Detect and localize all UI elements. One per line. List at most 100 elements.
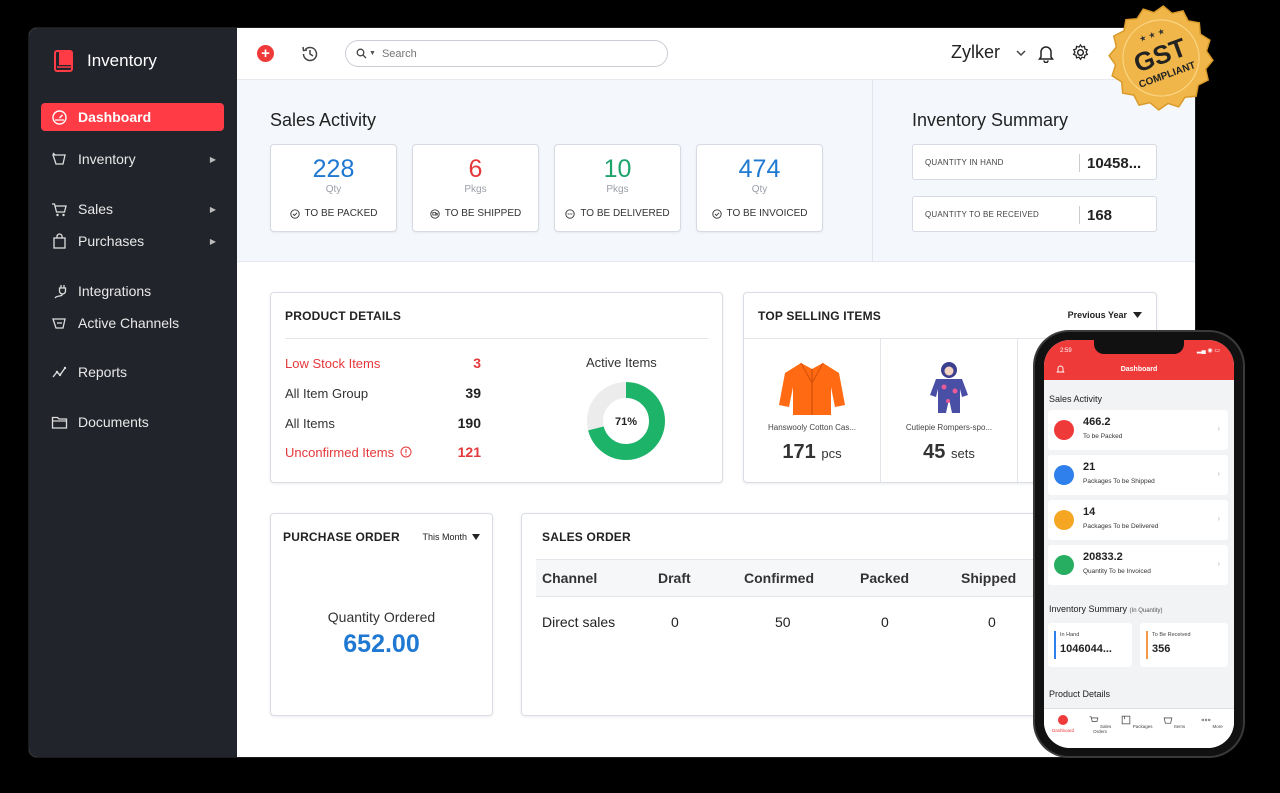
top-selling-title: TOP SELLING ITEMS <box>758 309 881 323</box>
cell-packed: 0 <box>881 614 889 630</box>
summary-separator <box>1079 206 1080 224</box>
activity-value: 228 <box>312 155 355 183</box>
mobile-card-label: To be Packed <box>1083 433 1123 440</box>
mobile-nav-more[interactable]: More <box>1194 715 1230 729</box>
organization-name[interactable]: Zylker <box>951 42 1000 62</box>
activity-unit: Qty <box>325 184 342 195</box>
mobile-activity-card[interactable]: 21 Packages To be Shipped › <box>1048 455 1228 495</box>
activity-card-to-be-invoiced[interactable]: 474 Qty TO BE INVOICED <box>696 144 823 232</box>
history-icon[interactable] <box>300 44 320 64</box>
active-items-donut: 71% <box>587 382 665 460</box>
app-window: Inventory Dashboard Inventory ▶ Sales <box>29 28 1195 757</box>
channels-icon <box>51 315 68 332</box>
unconfirmed-items-row[interactable]: Unconfirmed Items 121 <box>285 444 481 460</box>
item-qty: 45 <box>923 441 946 463</box>
item-name: Hanswooly Cotton Cas... <box>767 423 857 432</box>
nav-label: Items <box>1174 724 1186 729</box>
top-header: + ▼ Zylker <box>237 28 1195 80</box>
search-box[interactable]: ▼ <box>345 40 668 67</box>
mobile-activity-card[interactable]: 14 Packages To be Delivered › <box>1048 500 1228 540</box>
mobile-status-time: 2:59 <box>1060 348 1072 354</box>
column-header-draft: Draft <box>658 570 691 586</box>
activity-card-to-be-packed[interactable]: 228 Qty TO BE PACKED <box>270 144 397 232</box>
top-selling-item[interactable]: Hanswooly Cotton Cas... 171 pcs <box>744 339 881 482</box>
mobile-summary-value: 1046044... <box>1060 643 1112 655</box>
activity-value: 10 <box>603 155 632 183</box>
mobile-card-value: 14 <box>1083 506 1096 518</box>
mobile-card-value: 466.2 <box>1083 416 1111 428</box>
activity-unit: Pkgs <box>606 184 629 195</box>
sidebar-item-purchases[interactable]: Purchases ▶ <box>41 227 224 255</box>
cell-channel: Direct sales <box>542 614 616 630</box>
column-header-packed: Packed <box>860 570 910 586</box>
mobile-summary-label: To Be Received <box>1152 632 1191 638</box>
activity-label: TO BE SHIPPED <box>444 208 522 219</box>
chevron-right-icon: › <box>1217 424 1220 433</box>
sidebar-item-label: Dashboard <box>78 109 152 125</box>
mobile-sales-activity-title: Sales Activity <box>1049 394 1103 404</box>
basket-icon <box>51 151 68 168</box>
sidebar-item-integrations[interactable]: Integrations <box>41 277 224 305</box>
mobile-nav-packages[interactable]: Packages <box>1119 715 1155 729</box>
mobile-nav-items[interactable]: Items <box>1156 715 1192 729</box>
row-value: 121 <box>457 444 481 460</box>
search-input[interactable] <box>381 47 632 60</box>
bell-icon[interactable] <box>1056 364 1065 374</box>
sidebar-item-dashboard[interactable]: Dashboard <box>41 103 224 131</box>
item-unit: sets <box>950 446 975 461</box>
top-selling-item[interactable]: Cutiepie Rompers-spo... 45 sets <box>881 339 1018 482</box>
row-label: All Items <box>285 415 335 431</box>
search-filter-caret-icon[interactable]: ▼ <box>369 50 376 57</box>
check-circle-icon <box>289 208 300 219</box>
all-items-row[interactable]: All Items 190 <box>285 415 481 431</box>
gear-icon[interactable] <box>1071 43 1090 62</box>
sidebar-item-label: Active Channels <box>78 315 180 331</box>
sidebar-item-active-channels[interactable]: Active Channels <box>41 309 224 337</box>
period-value: This Month <box>422 532 467 542</box>
sidebar-item-inventory[interactable]: Inventory ▶ <box>41 145 224 173</box>
cell-shipped: 0 <box>988 614 996 630</box>
mobile-nav-dashboard[interactable]: Dashboard <box>1045 715 1081 733</box>
activity-label-row: TO BE SHIPPED <box>413 208 538 219</box>
chevron-down-icon[interactable] <box>1014 46 1028 60</box>
activity-label: TO BE INVOICED <box>726 208 808 219</box>
quick-create-button[interactable]: + <box>257 45 274 62</box>
sidebar-item-label: Reports <box>78 364 128 380</box>
item-name: Cutiepie Rompers-spo... <box>905 423 993 432</box>
item-quantity-row: 171 pcs <box>744 441 880 464</box>
bell-icon[interactable] <box>1037 43 1055 63</box>
sidebar-item-sales[interactable]: Sales ▶ <box>41 195 224 223</box>
low-stock-row[interactable]: Low Stock Items 3 <box>285 355 481 371</box>
activity-card-to-be-delivered[interactable]: 10 Pkgs TO BE DELIVERED <box>554 144 681 232</box>
summary-label: QUANTITY IN HAND <box>925 158 1004 167</box>
dashboard-gauge-icon <box>51 109 68 126</box>
caret-down-icon <box>1133 312 1142 318</box>
mobile-card-value: 20833.2 <box>1083 551 1123 563</box>
chevron-right-icon: › <box>1217 514 1220 523</box>
activity-card-to-be-shipped[interactable]: 6 Pkgs TO BE SHIPPED <box>412 144 539 232</box>
quantity-ordered-label: Quantity Ordered <box>327 609 436 625</box>
mobile-header: 2:59 ▂▄ ◉ ▭ Dashboard <box>1044 340 1234 380</box>
row-label: Unconfirmed Items <box>285 444 395 460</box>
mobile-notch <box>1094 340 1184 354</box>
summary-value: 168 <box>1087 207 1113 224</box>
item-qty: 171 <box>782 441 816 463</box>
row-value: 39 <box>465 385 481 401</box>
mobile-summary-value: 356 <box>1152 643 1171 655</box>
column-header-channel: Channel <box>542 570 598 586</box>
mobile-nav-sales-orders[interactable]: Sales Orders <box>1082 715 1118 734</box>
all-item-group-row[interactable]: All Item Group 39 <box>285 385 481 401</box>
period-select[interactable]: This Month <box>422 532 480 542</box>
sidebar-item-reports[interactable]: Reports <box>41 358 224 386</box>
quantity-ordered-value: 652.00 <box>343 630 420 658</box>
folder-icon <box>51 414 68 431</box>
mobile-activity-card[interactable]: 466.2 To be Packed › <box>1048 410 1228 450</box>
activity-label: TO BE PACKED <box>304 208 378 219</box>
mobile-to-receive-card: To Be Received 356 <box>1140 623 1228 667</box>
period-select[interactable]: Previous Year <box>1068 310 1142 320</box>
sidebar-item-documents[interactable]: Documents <box>41 408 224 436</box>
mobile-activity-card[interactable]: 20833.2 Quantity To be Invoiced › <box>1048 545 1228 585</box>
expand-caret-icon: ▶ <box>209 204 216 214</box>
search-icon <box>356 48 367 59</box>
invoice-icon <box>1054 555 1074 575</box>
